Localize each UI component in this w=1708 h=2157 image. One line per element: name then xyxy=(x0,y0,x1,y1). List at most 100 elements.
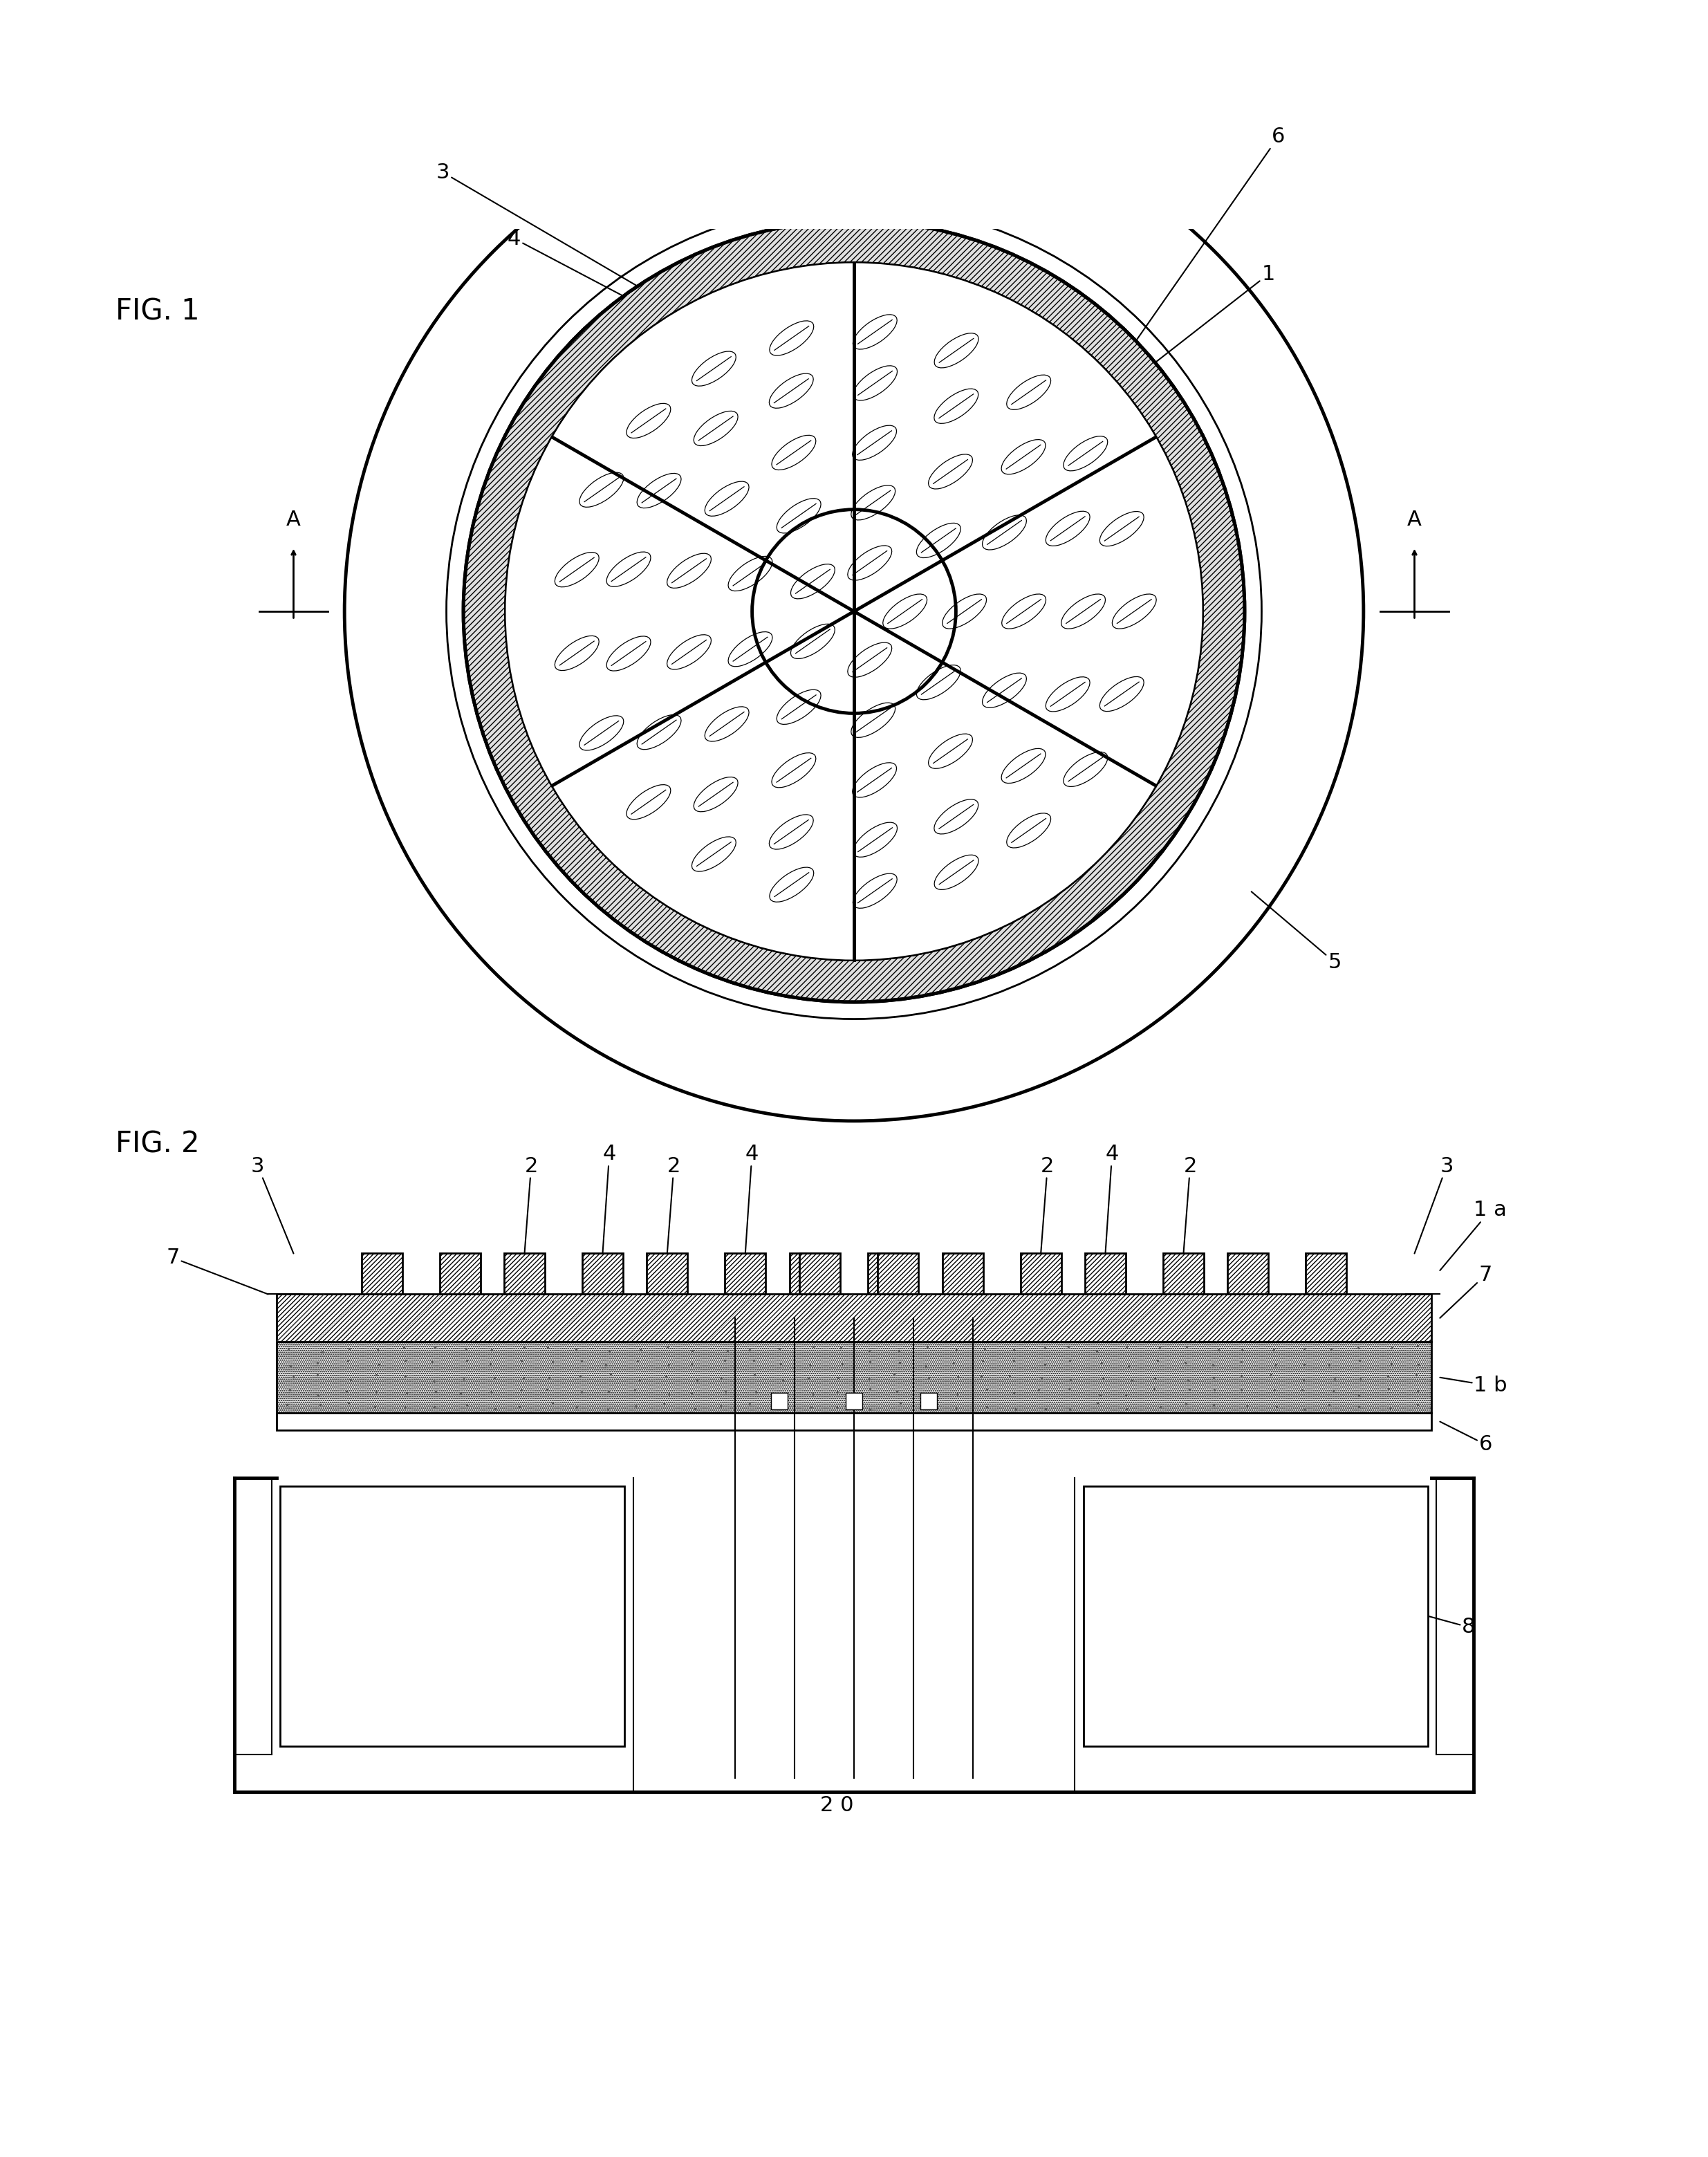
Ellipse shape xyxy=(1064,436,1107,470)
Ellipse shape xyxy=(1061,593,1105,628)
Bar xyxy=(1307,1253,1346,1294)
Text: 1: 1 xyxy=(1064,265,1274,434)
Ellipse shape xyxy=(772,753,816,787)
Ellipse shape xyxy=(1100,511,1144,546)
Bar xyxy=(878,1253,919,1294)
Ellipse shape xyxy=(668,634,711,669)
Text: 6: 6 xyxy=(1440,1421,1493,1454)
Ellipse shape xyxy=(1006,375,1050,410)
Ellipse shape xyxy=(883,593,927,628)
Ellipse shape xyxy=(728,632,772,667)
Ellipse shape xyxy=(852,425,897,459)
Ellipse shape xyxy=(1003,593,1045,628)
Text: 3: 3 xyxy=(251,1156,294,1253)
Ellipse shape xyxy=(777,690,822,725)
Ellipse shape xyxy=(852,367,897,401)
Text: 7: 7 xyxy=(166,1247,268,1294)
Text: 7: 7 xyxy=(1440,1264,1493,1318)
Ellipse shape xyxy=(852,315,897,349)
Bar xyxy=(647,1253,688,1294)
Ellipse shape xyxy=(929,455,972,490)
Text: 2: 2 xyxy=(668,1156,680,1253)
Ellipse shape xyxy=(555,636,600,671)
Ellipse shape xyxy=(1045,511,1090,546)
Ellipse shape xyxy=(929,733,972,768)
Ellipse shape xyxy=(627,403,671,438)
Text: 1 a: 1 a xyxy=(1440,1199,1506,1270)
Bar xyxy=(439,1253,480,1294)
Ellipse shape xyxy=(982,673,1027,707)
Ellipse shape xyxy=(692,837,736,871)
Bar xyxy=(1020,1253,1061,1294)
Ellipse shape xyxy=(693,412,738,446)
Ellipse shape xyxy=(769,815,813,850)
Bar xyxy=(724,1253,765,1294)
Ellipse shape xyxy=(579,472,623,507)
Text: FIG. 1: FIG. 1 xyxy=(114,298,200,326)
Ellipse shape xyxy=(934,854,979,889)
Text: A: A xyxy=(287,509,301,531)
Bar xyxy=(362,1253,401,1294)
Bar xyxy=(789,1253,830,1294)
Ellipse shape xyxy=(770,321,813,356)
Ellipse shape xyxy=(791,565,835,600)
Bar xyxy=(1083,1486,1428,1745)
Ellipse shape xyxy=(606,552,651,587)
Ellipse shape xyxy=(728,557,772,591)
Ellipse shape xyxy=(847,643,892,677)
Ellipse shape xyxy=(770,867,813,902)
Bar xyxy=(504,1253,545,1294)
Circle shape xyxy=(506,263,1202,960)
Ellipse shape xyxy=(637,714,681,748)
Ellipse shape xyxy=(917,524,960,559)
Bar xyxy=(921,1393,938,1411)
Ellipse shape xyxy=(851,703,895,738)
Text: 2: 2 xyxy=(1184,1156,1197,1253)
Ellipse shape xyxy=(705,481,748,516)
Ellipse shape xyxy=(934,332,979,369)
Bar xyxy=(1163,1253,1204,1294)
Ellipse shape xyxy=(606,636,651,671)
Text: 2: 2 xyxy=(524,1156,538,1253)
Ellipse shape xyxy=(1112,593,1156,628)
Ellipse shape xyxy=(769,373,813,408)
Ellipse shape xyxy=(934,388,979,423)
Ellipse shape xyxy=(943,593,987,628)
Ellipse shape xyxy=(1001,440,1045,475)
Ellipse shape xyxy=(1045,677,1090,712)
Bar xyxy=(1228,1253,1269,1294)
Text: 2 0: 2 0 xyxy=(820,1795,854,1816)
Ellipse shape xyxy=(637,472,681,509)
Bar xyxy=(845,1393,863,1411)
Bar xyxy=(943,1253,984,1294)
Text: 8: 8 xyxy=(1428,1616,1476,1637)
Ellipse shape xyxy=(692,352,736,386)
Bar xyxy=(277,1342,1431,1413)
Ellipse shape xyxy=(777,498,822,533)
Ellipse shape xyxy=(772,436,816,470)
Ellipse shape xyxy=(852,764,897,798)
Text: 6: 6 xyxy=(1136,127,1284,341)
Ellipse shape xyxy=(847,546,892,580)
Ellipse shape xyxy=(579,716,623,751)
Bar xyxy=(868,1253,909,1294)
Bar xyxy=(280,1486,625,1745)
Text: 4: 4 xyxy=(507,229,680,326)
Ellipse shape xyxy=(982,516,1027,550)
Ellipse shape xyxy=(791,623,835,658)
Ellipse shape xyxy=(1100,677,1144,712)
Ellipse shape xyxy=(917,664,960,699)
Text: 5: 5 xyxy=(1252,891,1341,973)
Text: 4: 4 xyxy=(745,1143,758,1253)
Ellipse shape xyxy=(1006,813,1050,848)
Text: FIG. 2: FIG. 2 xyxy=(114,1130,200,1158)
Ellipse shape xyxy=(852,874,897,908)
Ellipse shape xyxy=(555,552,600,587)
Bar xyxy=(770,1393,787,1411)
Bar xyxy=(277,1294,1431,1342)
Ellipse shape xyxy=(693,777,738,811)
Bar xyxy=(1085,1253,1126,1294)
Text: 3: 3 xyxy=(1414,1156,1454,1253)
Text: 4: 4 xyxy=(603,1143,617,1253)
Ellipse shape xyxy=(705,707,748,742)
